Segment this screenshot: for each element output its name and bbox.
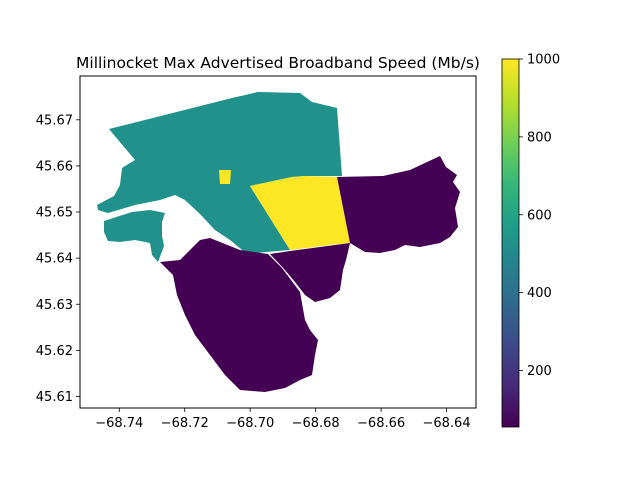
region-purple-east [337,156,460,253]
colorbar-tick-label: 200 [527,364,552,379]
x-axis-ticks: −68.74 −68.72 −68.70 −68.68 −68.66 −68.64 [95,408,471,431]
colorbar-tick-label: 400 [527,286,552,301]
colorbar [501,58,520,428]
y-tick-label: 45.67 [36,113,73,128]
x-tick-label: −68.72 [161,416,209,431]
x-tick-label: −68.68 [292,416,340,431]
colorbar-tick-label: 1000 [527,53,560,68]
x-tick-label: −68.74 [95,416,143,431]
map-axes-frame [79,75,477,409]
region-yellow-1000 [219,170,350,250]
colorbar-tick-label: 600 [527,208,552,223]
y-tick-label: 45.65 [36,206,73,221]
y-axis-ticks: 45.61 45.62 45.63 45.64 45.65 45.66 45.67 [36,113,80,405]
x-tick-label: −68.66 [357,416,405,431]
colorbar-tick-label: 800 [527,130,552,145]
y-tick-label: 45.64 [36,252,73,267]
map-regions [97,92,460,392]
colorbar-ticks: 200 400 600 800 1000 [519,53,560,379]
y-tick-label: 45.61 [36,390,73,405]
y-tick-label: 45.63 [36,298,73,313]
region-purple-riverbank [270,243,350,302]
x-tick-label: −68.70 [226,416,274,431]
map-title: Millinocket Max Advertised Broadband Spe… [76,54,480,72]
y-tick-label: 45.66 [36,159,73,174]
x-tick-label: −68.64 [422,416,470,431]
region-purple-south [160,238,318,392]
y-tick-label: 45.62 [36,344,73,359]
